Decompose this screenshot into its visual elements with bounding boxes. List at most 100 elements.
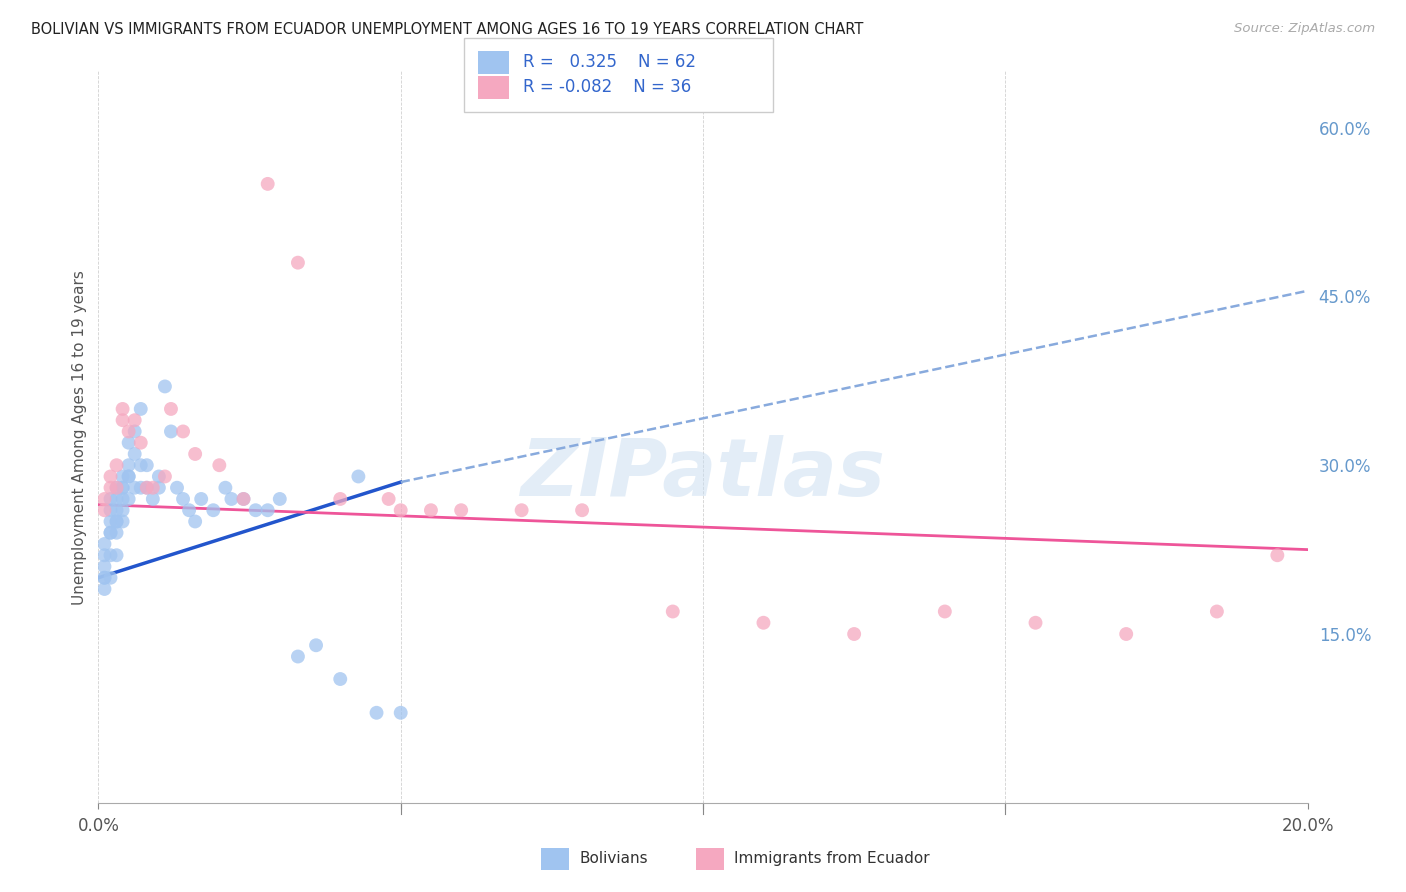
Point (100, 515, 122, 529)
Point (160, 425, 183, 439)
Point (510, 503, 533, 517)
Point (124, 481, 146, 495)
Point (287, 649, 309, 664)
Point (118, 469, 141, 483)
Point (100, 491, 122, 506)
Text: Bolivians: Bolivians (579, 852, 648, 866)
Text: Immigrants from Ecuador: Immigrants from Ecuador (734, 852, 929, 866)
Point (105, 481, 128, 495)
Point (93, 548, 115, 562)
Point (100, 571, 122, 585)
Point (105, 491, 128, 506)
Point (105, 525, 128, 540)
Point (105, 481, 128, 495)
Point (148, 481, 170, 495)
Point (329, 672, 352, 686)
Point (287, 255, 309, 269)
Point (135, 458, 157, 473)
Point (221, 491, 243, 506)
Point (100, 525, 122, 540)
Point (190, 491, 212, 506)
Point (100, 548, 122, 562)
Point (129, 458, 152, 473)
Point (142, 491, 165, 506)
Point (208, 458, 231, 473)
Point (111, 515, 134, 529)
Point (93, 559, 115, 574)
Point (118, 458, 141, 473)
Point (172, 425, 194, 439)
Point (450, 503, 472, 517)
Point (118, 469, 141, 483)
Point (118, 435, 141, 450)
Point (245, 503, 267, 517)
Point (329, 491, 352, 506)
Point (184, 515, 207, 529)
Point (184, 447, 207, 461)
Point (389, 706, 412, 720)
Point (153, 469, 176, 483)
Point (93, 582, 115, 596)
Point (571, 503, 593, 517)
Point (166, 481, 188, 495)
Point (111, 503, 134, 517)
Text: ZIPatlas: ZIPatlas (520, 434, 886, 513)
Point (93, 491, 115, 506)
Point (179, 503, 201, 517)
Point (232, 491, 254, 506)
Point (100, 481, 122, 495)
Y-axis label: Unemployment Among Ages 16 to 19 years: Unemployment Among Ages 16 to 19 years (72, 269, 87, 605)
Point (124, 413, 146, 427)
Point (752, 615, 775, 630)
Text: R = -0.082    N = 36: R = -0.082 N = 36 (523, 78, 692, 96)
Point (105, 515, 128, 529)
Point (256, 503, 278, 517)
Point (232, 491, 254, 506)
Point (93, 571, 115, 585)
Point (389, 503, 412, 517)
Point (662, 605, 685, 619)
Point (118, 425, 141, 439)
Point (153, 379, 176, 393)
Point (124, 447, 146, 461)
Point (105, 548, 128, 562)
Point (202, 503, 225, 517)
Point (172, 491, 194, 506)
Point (366, 706, 388, 720)
Point (111, 413, 134, 427)
Point (93, 537, 115, 551)
Point (105, 458, 128, 473)
Point (135, 481, 157, 495)
Text: Source: ZipAtlas.com: Source: ZipAtlas.com (1234, 22, 1375, 36)
Point (1206, 605, 1229, 619)
Point (111, 491, 134, 506)
Point (111, 481, 134, 495)
Point (269, 491, 291, 506)
Point (111, 401, 134, 416)
Point (148, 469, 170, 483)
Point (93, 503, 115, 517)
Point (100, 503, 122, 517)
Point (256, 177, 278, 191)
Point (129, 401, 152, 416)
Point (93, 571, 115, 585)
Text: R =   0.325    N = 62: R = 0.325 N = 62 (523, 54, 696, 71)
Point (305, 638, 328, 652)
Point (129, 435, 152, 450)
Point (1267, 548, 1289, 562)
Point (124, 425, 146, 439)
Point (420, 503, 443, 517)
Point (100, 469, 122, 483)
Point (129, 481, 152, 495)
Point (347, 469, 370, 483)
Point (100, 525, 122, 540)
Point (214, 481, 236, 495)
Point (135, 481, 157, 495)
Point (377, 491, 399, 506)
Point (844, 627, 866, 641)
Point (1115, 627, 1137, 641)
Point (105, 515, 128, 529)
Point (160, 401, 183, 416)
Point (111, 481, 134, 495)
Point (934, 605, 956, 619)
